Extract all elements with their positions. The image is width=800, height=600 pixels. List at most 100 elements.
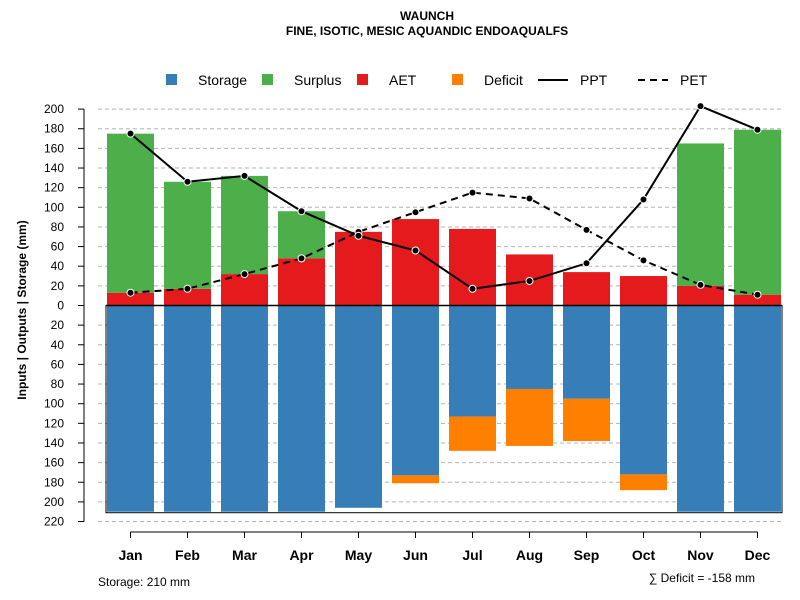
axes: 2001801601401201008060402002040608010012… (44, 102, 771, 563)
aet-bar-mar (221, 274, 268, 306)
surplus-bar-mar (221, 175, 268, 275)
storage-bar-dec (734, 305, 781, 512)
pet-point-aug (525, 194, 534, 203)
chart-subtitle: FINE, ISOTIC, MESIC AQUANDIC ENDOAQUALFS (286, 24, 568, 38)
x-tick-label-mar: Mar (232, 547, 257, 563)
y-tick-label: 60 (51, 240, 65, 254)
pet-point-sep (582, 225, 591, 234)
legend-label-ppt: PPT (580, 72, 608, 88)
y-tick-label: 80 (51, 377, 65, 391)
aet-bar-jan (107, 292, 154, 306)
y-tick-label: 100 (44, 200, 64, 214)
ppt-point-oct (639, 195, 648, 204)
chart-title: WAUNCH (400, 9, 454, 23)
ppt-point-jan (126, 129, 135, 138)
x-tick-label-sep: Sep (574, 547, 600, 563)
legend-label-deficit: Deficit (484, 72, 523, 88)
y-tick-label: 180 (44, 122, 64, 136)
x-tick-label-jan: Jan (118, 547, 142, 563)
storage-bar-jun (392, 305, 439, 476)
y-tick-label: 40 (51, 259, 65, 273)
x-tick-label-dec: Dec (745, 547, 771, 563)
legend-swatch-storage (166, 74, 177, 85)
pet-point-dec (753, 290, 762, 299)
aet-bar-oct (620, 276, 667, 306)
storage-bar-jul (449, 305, 496, 417)
y-tick-label: 120 (44, 416, 64, 430)
deficit-bar-aug (506, 388, 553, 446)
pet-point-jul (468, 188, 477, 197)
surplus-bar-dec (734, 129, 781, 295)
x-tick-label-may: May (345, 547, 372, 563)
aet-bar-jul (449, 228, 496, 306)
y-tick-label: 160 (44, 141, 64, 155)
aet-bar-apr (278, 258, 325, 306)
legend-label-aet: AET (389, 72, 417, 88)
storage-bar-apr (278, 305, 325, 512)
y-tick-label: 200 (44, 102, 64, 116)
aet-bar-nov (677, 285, 724, 306)
x-tick-label-apr: Apr (289, 547, 314, 563)
legend-swatch-surplus (262, 74, 273, 85)
legend-label-pet: PET (680, 72, 708, 88)
storage-bar-may (335, 305, 382, 508)
pet-point-jan (126, 288, 135, 297)
legend-swatch-aet (357, 74, 368, 85)
y-tick-label: 220 (44, 515, 64, 529)
gridlines (98, 108, 782, 523)
y-tick-label: 160 (44, 456, 64, 470)
y-tick-label: 120 (44, 181, 64, 195)
y-axis-title: Inputs | Outputs | Storage (mm) (15, 220, 29, 399)
storage-bar-aug (506, 305, 553, 389)
lines (126, 102, 762, 299)
deficit-bar-jun (392, 475, 439, 484)
y-tick-label: 200 (44, 495, 64, 509)
y-tick-label: 0 (57, 299, 64, 313)
deficit-footnote: ∑ Deficit = -158 mm (649, 571, 755, 585)
pet-point-oct (639, 256, 648, 265)
aet-bar-jun (392, 219, 439, 306)
legend: Storage Surplus AET Deficit PPT PET (166, 72, 708, 88)
deficit-bar-sep (563, 398, 610, 442)
storage-bar-nov (677, 305, 724, 512)
storage-bar-feb (164, 305, 211, 512)
ppt-point-dec (753, 125, 762, 134)
legend-swatch-deficit (452, 74, 463, 85)
ppt-point-apr (297, 207, 306, 216)
y-tick-label: 20 (51, 279, 65, 293)
storage-bar-mar (221, 305, 268, 512)
y-tick-label: 140 (44, 161, 64, 175)
pet-point-nov (696, 280, 705, 289)
ppt-line (129, 104, 758, 290)
y-tick-label: 140 (44, 436, 64, 450)
y-tick-label: 100 (44, 397, 64, 411)
ppt-point-mar (240, 171, 249, 180)
surplus-bar-jan (107, 133, 154, 293)
deficit-bar-oct (620, 474, 667, 491)
ppt-point-may (354, 231, 363, 240)
pet-point-jun (411, 208, 420, 217)
aet-bar-may (335, 231, 382, 306)
ppt-point-nov (696, 102, 705, 111)
legend-label-storage: Storage (198, 72, 247, 88)
y-tick-label: 60 (51, 357, 65, 371)
y-tick-label: 80 (51, 220, 65, 234)
x-tick-label-feb: Feb (175, 547, 200, 563)
ppt-point-jun (411, 246, 420, 255)
x-tick-label-nov: Nov (687, 547, 714, 563)
storage-bar-jan (107, 305, 154, 512)
surplus-bar-nov (677, 143, 724, 286)
x-tick-label-aug: Aug (516, 547, 543, 563)
bars (105, 129, 783, 514)
aet-bar-sep (563, 272, 610, 306)
aet-bar-feb (164, 288, 211, 306)
pet-point-apr (297, 254, 306, 263)
ppt-point-jul (468, 284, 477, 293)
storage-bar-sep (563, 305, 610, 399)
ppt-point-feb (183, 177, 192, 186)
pet-point-feb (183, 284, 192, 293)
x-tick-label-jul: Jul (462, 547, 482, 563)
ppt-point-sep (582, 259, 591, 268)
legend-label-surplus: Surplus (294, 72, 341, 88)
